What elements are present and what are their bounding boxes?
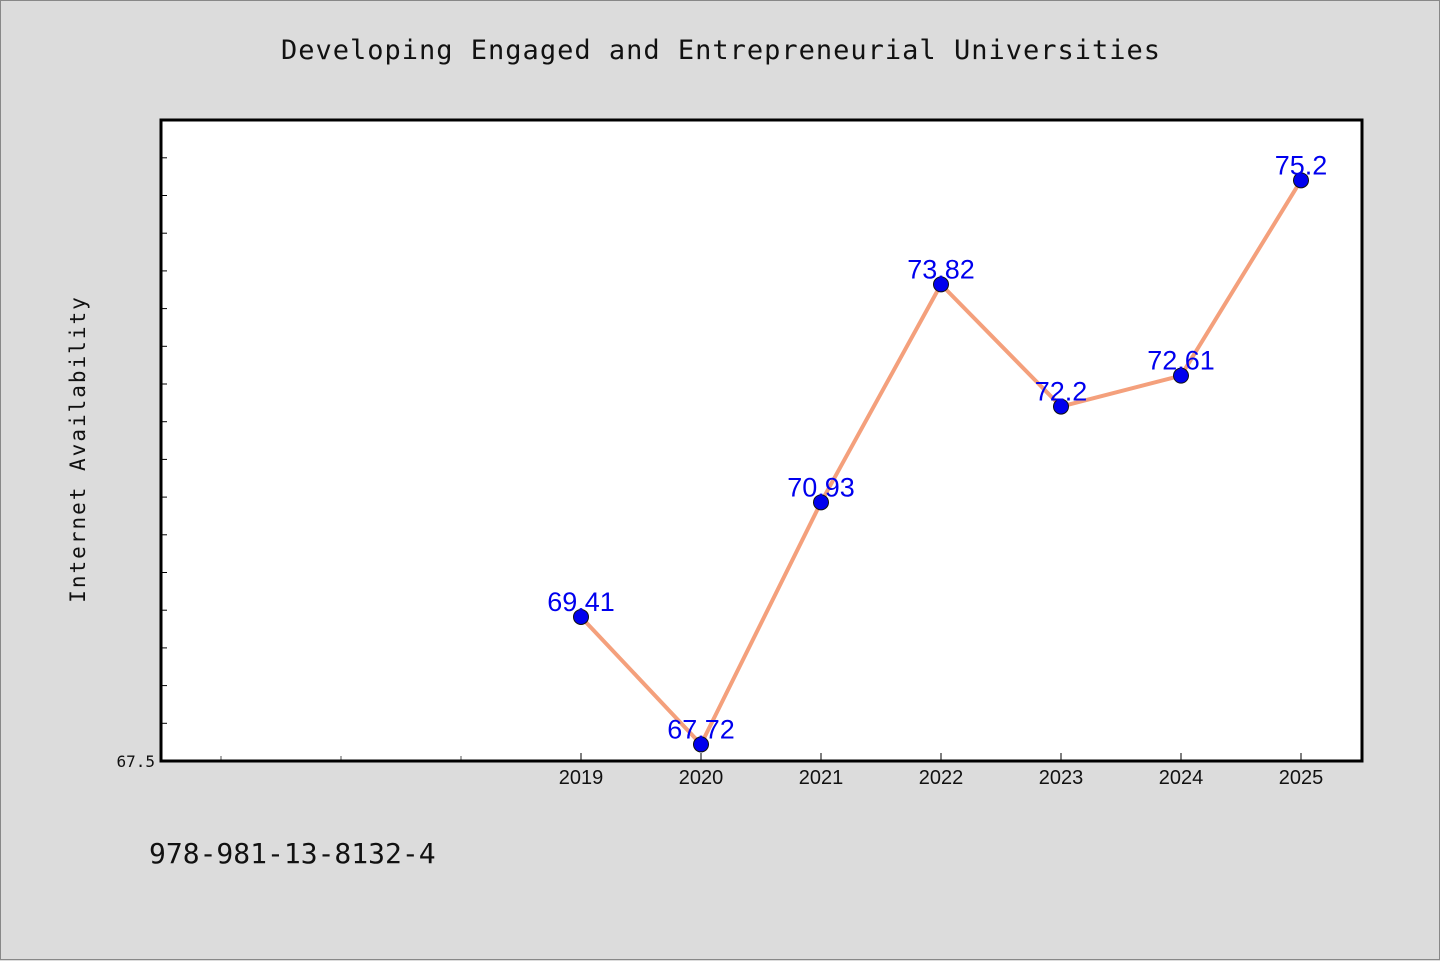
data-label: 73.82	[907, 254, 975, 284]
data-point	[1173, 367, 1189, 384]
data-point	[1293, 172, 1309, 189]
data-point	[813, 494, 829, 511]
plot-area	[161, 120, 1362, 761]
x-tick-label: 2022	[919, 767, 964, 789]
data-label: 75.2	[1275, 150, 1328, 180]
plot-border	[159, 118, 1364, 763]
data-point	[573, 608, 589, 625]
x-tick-label: 2020	[679, 767, 724, 789]
x-tick-label: 2021	[799, 767, 844, 789]
data-label: 72.61	[1147, 346, 1215, 376]
x-tick-label: 2019	[559, 767, 604, 789]
x-tick-label: 2023	[1039, 767, 1084, 789]
y-axis-ticks: 67.5	[116, 119, 167, 771]
data-label: 72.2	[1035, 377, 1088, 407]
chart-title: Developing Engaged and Entrepreneurial U…	[280, 35, 1162, 66]
data-point	[933, 276, 949, 293]
data-label: 67.72	[667, 714, 735, 744]
x-tick-label: 2025	[1279, 767, 1324, 789]
isbn-code: 978-981-13-8132-4	[149, 837, 436, 870]
y-tick-label: 67.5	[116, 752, 155, 771]
x-tick-label: 2024	[1159, 767, 1204, 789]
series-layer: 69.41 67.72 70.93 73.82 72.2 72.61 75.2	[547, 150, 1328, 753]
x-axis-ticks: 2019 2020 2021 2022 2023 2024 2025	[220, 753, 1324, 789]
data-label: 69.41	[547, 587, 615, 617]
data-point	[1053, 398, 1069, 415]
data-label: 70.93	[787, 472, 855, 502]
data-point	[693, 736, 709, 753]
